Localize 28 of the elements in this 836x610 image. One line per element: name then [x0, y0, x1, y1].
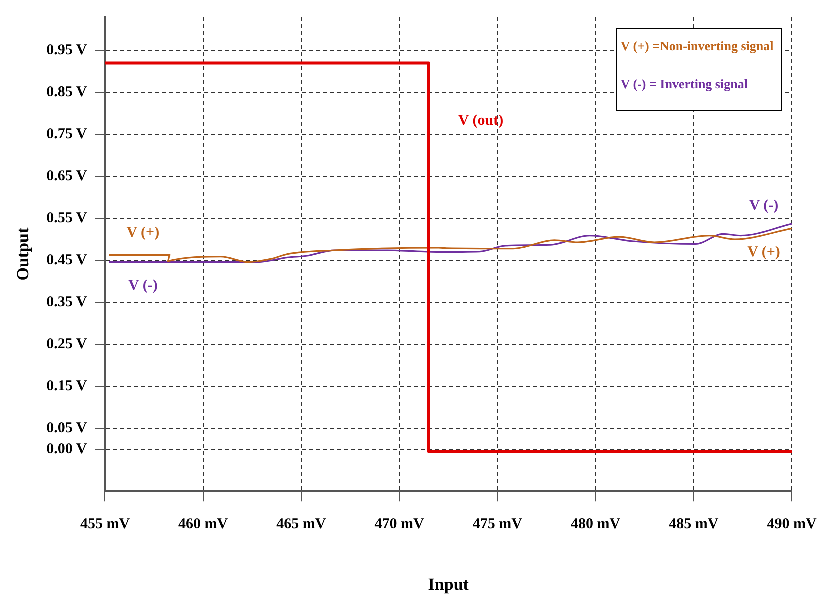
series-label: V (+) [748, 244, 780, 261]
x-tick-label: 465 mV [276, 516, 326, 532]
x-tick-label: 475 mV [472, 516, 523, 532]
x-axis-title: Input [428, 575, 470, 594]
y-tick-label: 0.25 V [46, 336, 88, 352]
y-tick-label: 0.75 V [46, 126, 88, 142]
annotation: V (+) =Non-inverting signal [620, 38, 774, 54]
x-tick-label: 460 mV [178, 516, 228, 532]
y-tick-label: 0.45 V [46, 252, 88, 268]
x-tick-label: 455 mV [80, 516, 130, 532]
series-label: V (-) [749, 198, 779, 214]
y-tick-label: 0.65 V [46, 168, 88, 184]
x-tick-label: 480 mV [570, 516, 621, 532]
text: V (+) [126, 225, 160, 242]
y-tick-label: 0.35 V [46, 294, 88, 310]
y-tick-label: 0.85 V [46, 84, 88, 100]
x-tick-label: 490 mV [767, 516, 817, 532]
x-tick-label: 470 mV [374, 516, 425, 532]
y-tick-label: 0.05 V [46, 420, 88, 436]
y-tick-label: 0.55 V [46, 210, 88, 226]
annotation: V (-) = Inverting signal [620, 76, 748, 92]
y-tick-label: 0.15 V [46, 378, 88, 394]
series-label: V (out) [458, 113, 504, 130]
x-tick-label: 485 mV [669, 516, 719, 532]
y-tick-label: 0.00 V [46, 441, 88, 458]
text: V (-) [128, 278, 158, 294]
y-axis-title: Output [14, 228, 33, 281]
y-tick-label: 0.95 V [46, 42, 88, 58]
